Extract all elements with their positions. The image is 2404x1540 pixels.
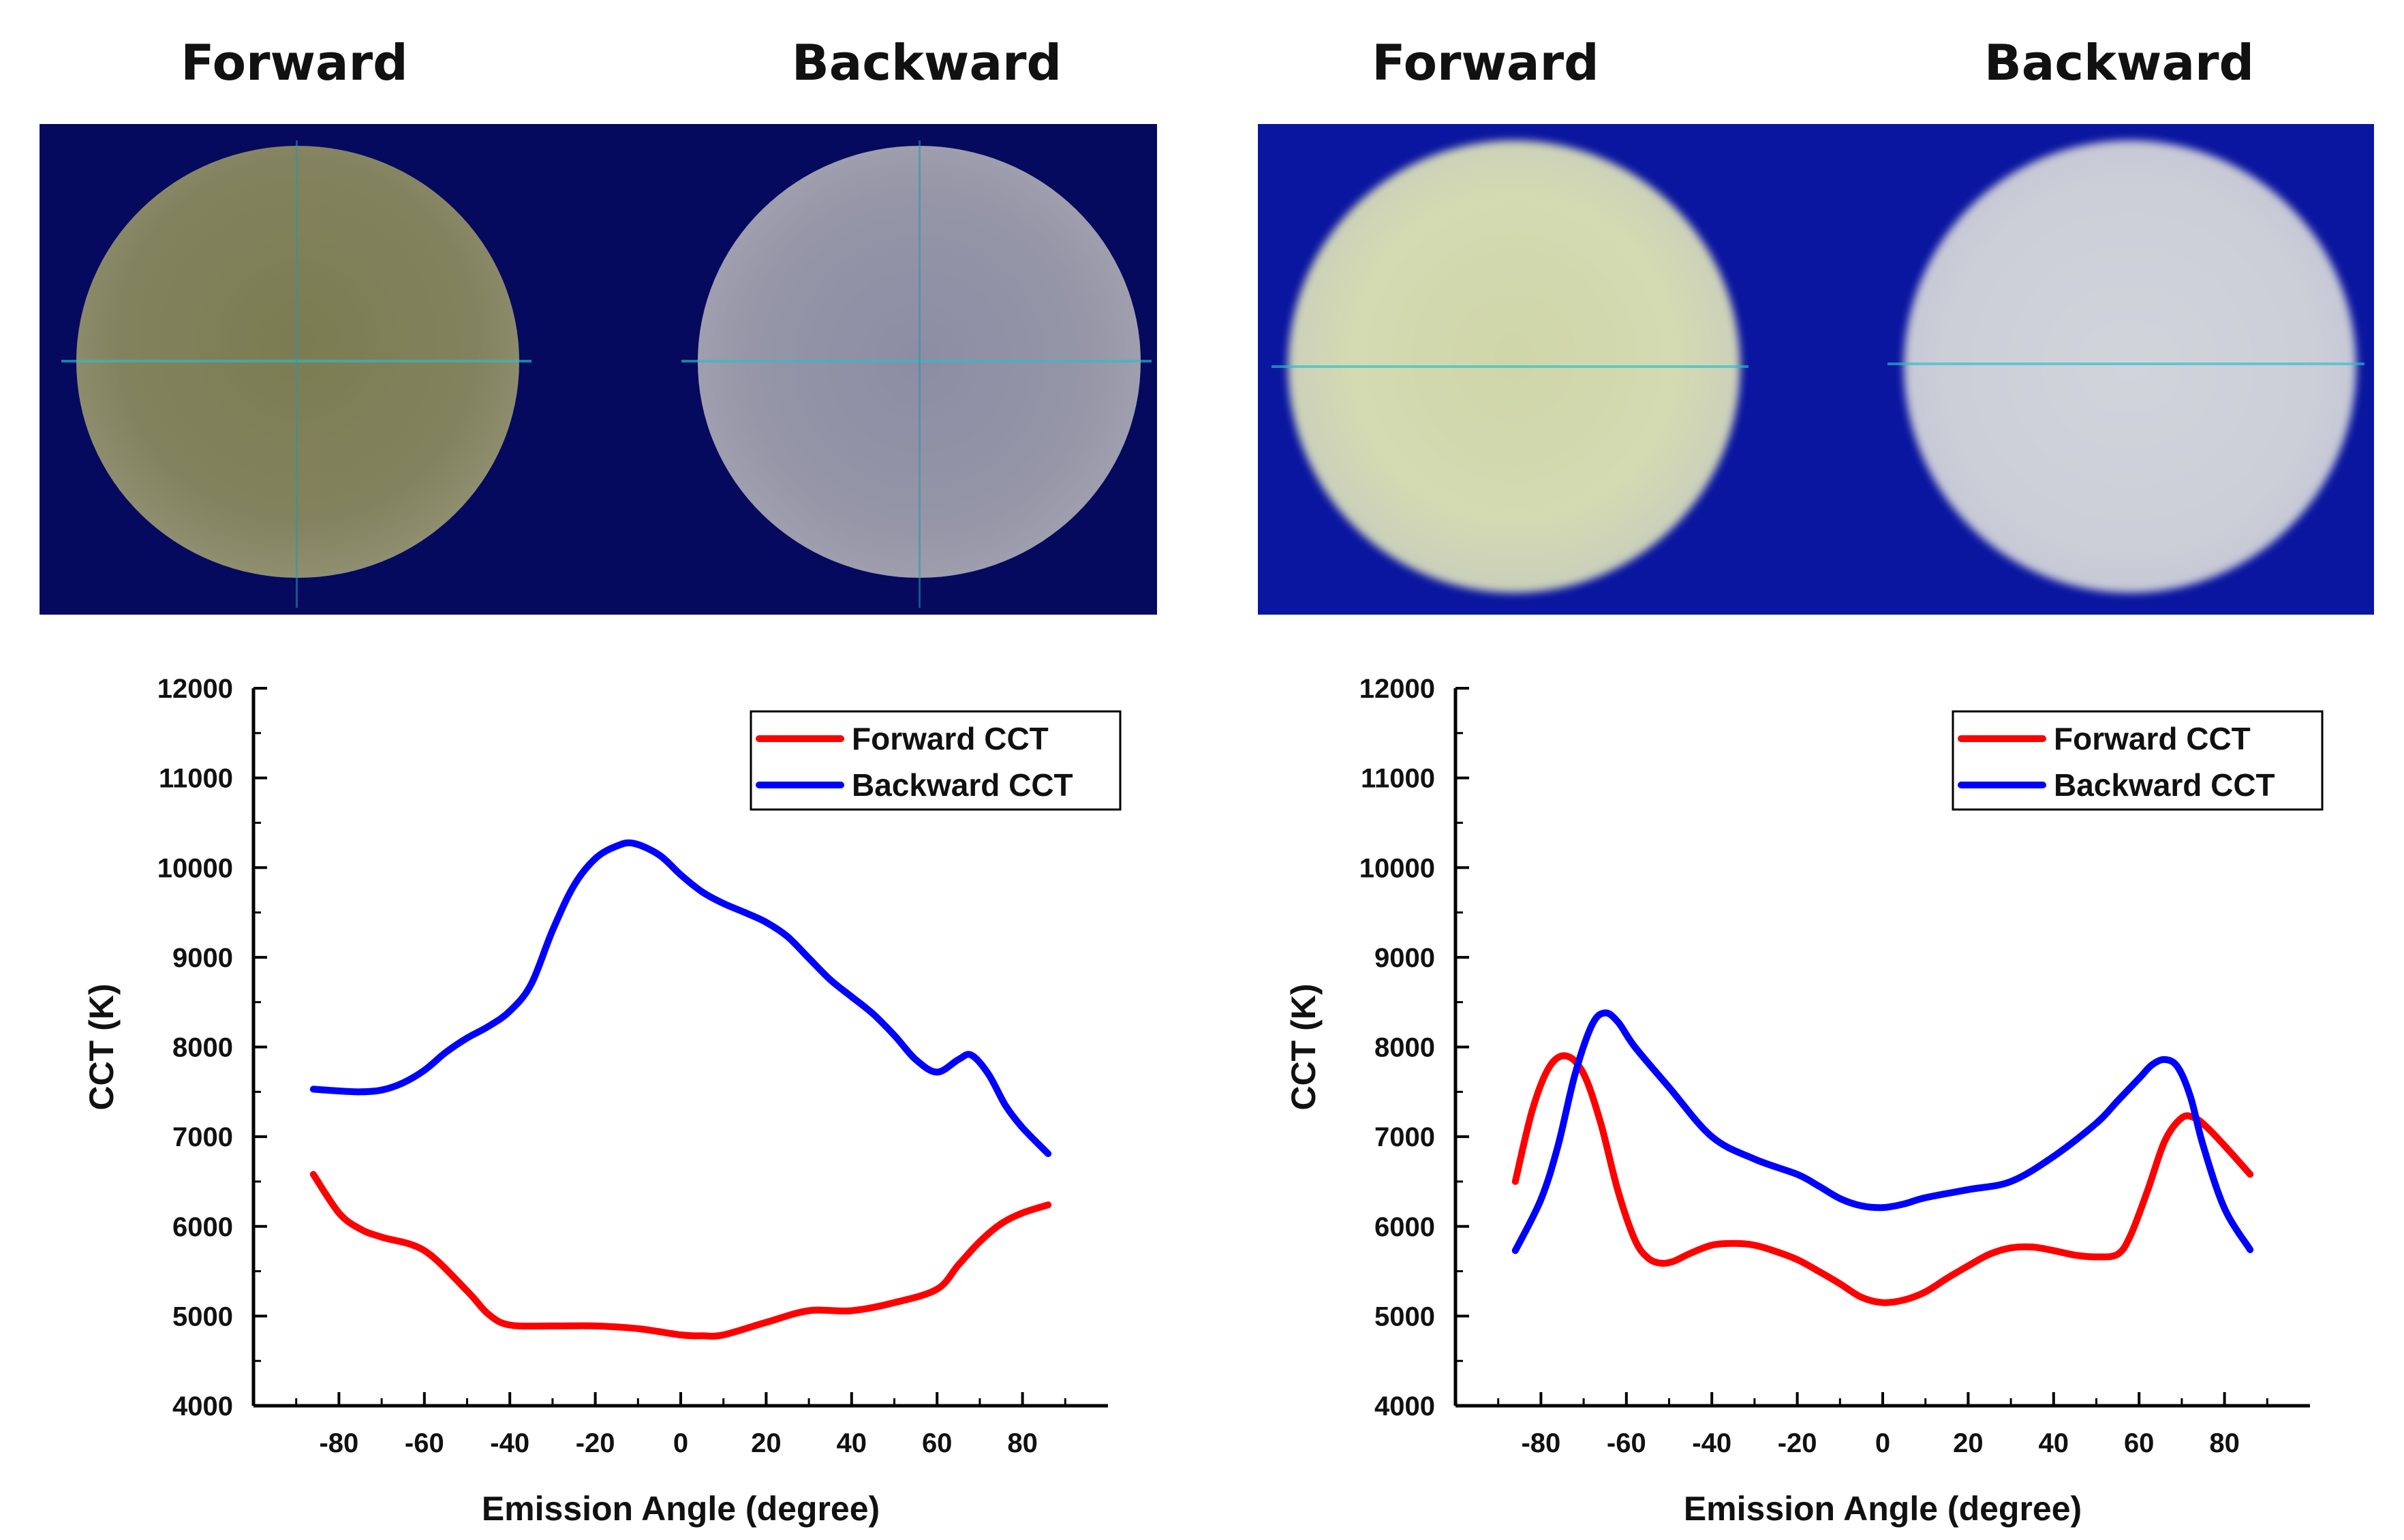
x-axis-label: Emission Angle (degree): [1684, 1490, 2082, 1528]
x-tick-label: 0: [673, 1428, 688, 1458]
cct-chart-left: 4000 5000 6000 7000 8000 9000 10000 11000 12000 -…: [82, 674, 1122, 1528]
x-tick-label: 80: [2209, 1428, 2240, 1458]
y-tick-label: 5000: [172, 1302, 233, 1331]
x-tick-label: -60: [1607, 1428, 1646, 1458]
y-tick-label: 11000: [159, 764, 233, 794]
legend-box: [750, 710, 1122, 811]
crosshair-vertical: [919, 140, 921, 608]
y-tick-label: 4000: [172, 1391, 233, 1421]
y-tick-label: 12000: [1359, 674, 1435, 704]
y-tick-label: 11000: [1361, 764, 1435, 794]
emission-photo-right: [1258, 124, 2374, 615]
y-tick-label: 9000: [1374, 943, 1435, 973]
crosshair-horizontal: [1272, 365, 1748, 368]
x-tick-label: 0: [1875, 1428, 1890, 1458]
legend-label: Backward CCT: [852, 767, 1073, 803]
x-tick-label: -20: [1778, 1428, 1817, 1458]
legend-label: Forward CCT: [852, 721, 1049, 756]
legend-label: Forward CCT: [2054, 721, 2251, 756]
x-tick-label: -80: [319, 1428, 358, 1458]
y-tick-label: 10000: [1359, 853, 1435, 883]
series-line-forward-cct: [1511, 1052, 2254, 1306]
x-tick-label: 40: [2039, 1428, 2069, 1458]
x-axis-label: Emission Angle (degree): [482, 1490, 880, 1528]
x-tick-label: 40: [837, 1428, 867, 1458]
backward-emission-disc-right: [1904, 140, 2356, 593]
x-tick-label: 20: [1953, 1428, 1984, 1458]
y-tick-label: 10000: [157, 853, 233, 883]
y-axis-label: CCT (K): [1284, 983, 1323, 1110]
y-tick-label: 7000: [172, 1122, 233, 1152]
series-line-forward-cct: [309, 1171, 1052, 1340]
photo-label-left-backward: Backward: [791, 34, 1062, 91]
y-tick-label: 4000: [1374, 1391, 1435, 1421]
y-tick-label: 7000: [1374, 1122, 1435, 1152]
y-tick-label: 9000: [172, 943, 233, 973]
y-tick-label: 5000: [1374, 1302, 1435, 1331]
y-tick-label: 8000: [1374, 1033, 1435, 1063]
crosshair-vertical: [296, 140, 298, 608]
x-tick-label: 80: [1007, 1428, 1038, 1458]
x-tick-label: 60: [2124, 1428, 2155, 1458]
photo-label-right-forward: Forward: [1372, 34, 1599, 91]
y-axis-label: CCT (K): [82, 983, 121, 1110]
x-tick-label: -60: [405, 1428, 444, 1458]
y-tick-label: 6000: [172, 1212, 233, 1242]
photo-label-right-backward: Backward: [1984, 34, 2255, 91]
crosshair-horizontal: [681, 360, 1152, 363]
y-tick-label: 6000: [1374, 1212, 1435, 1242]
legend-label: Backward CCT: [2054, 767, 2275, 803]
photo-label-left-forward: Forward: [181, 34, 408, 91]
crosshair-horizontal: [1887, 363, 2364, 365]
x-tick-label: 20: [751, 1428, 782, 1458]
x-tick-label: 60: [922, 1428, 953, 1458]
cct-chart-right: 4000 5000 6000 7000 8000 9000 10000 11000 12000 -…: [1284, 674, 2324, 1528]
x-tick-label: -40: [1692, 1428, 1731, 1458]
series-line-backward-cct: [1511, 1009, 2254, 1254]
y-tick-label: 8000: [172, 1033, 233, 1063]
emission-photo-left: [40, 124, 1157, 615]
y-tick-label: 12000: [157, 674, 233, 704]
x-tick-label: -40: [490, 1428, 529, 1458]
legend-box: [1952, 710, 2324, 811]
series-line-backward-cct: [309, 839, 1052, 1158]
x-tick-label: -20: [576, 1428, 615, 1458]
x-tick-label: -80: [1521, 1428, 1560, 1458]
